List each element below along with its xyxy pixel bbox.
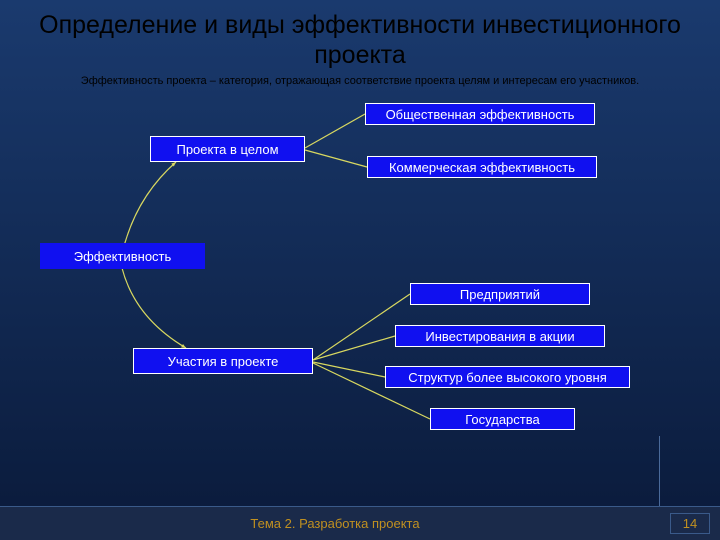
node-commercial_eff: Коммерческая эффективность [367, 156, 597, 178]
footer-page-number: 14 [670, 513, 710, 534]
page-title: Определение и виды эффективности инвести… [0, 0, 720, 74]
vertical-divider [659, 436, 660, 506]
connectors-svg [0, 88, 720, 488]
footer-text: Тема 2. Разработка проекта [0, 516, 670, 531]
node-higher_structures: Структур более высокого уровня [385, 366, 630, 388]
node-public_eff: Общественная эффективность [365, 103, 595, 125]
footer-bar: Тема 2. Разработка проекта 14 [0, 506, 720, 540]
node-effectiveness: Эффективность [40, 243, 205, 269]
node-investing_stocks: Инвестирования в акции [395, 325, 605, 347]
node-enterprises: Предприятий [410, 283, 590, 305]
page-subtitle: Эффективность проекта – категория, отраж… [0, 74, 720, 88]
diagram-area: Эффективность Проекта в целом Участия в пр… [0, 88, 720, 488]
node-project_whole: Проекта в целом [150, 136, 305, 162]
node-state: Государства [430, 408, 575, 430]
node-participation: Участия в проекте [133, 348, 313, 374]
